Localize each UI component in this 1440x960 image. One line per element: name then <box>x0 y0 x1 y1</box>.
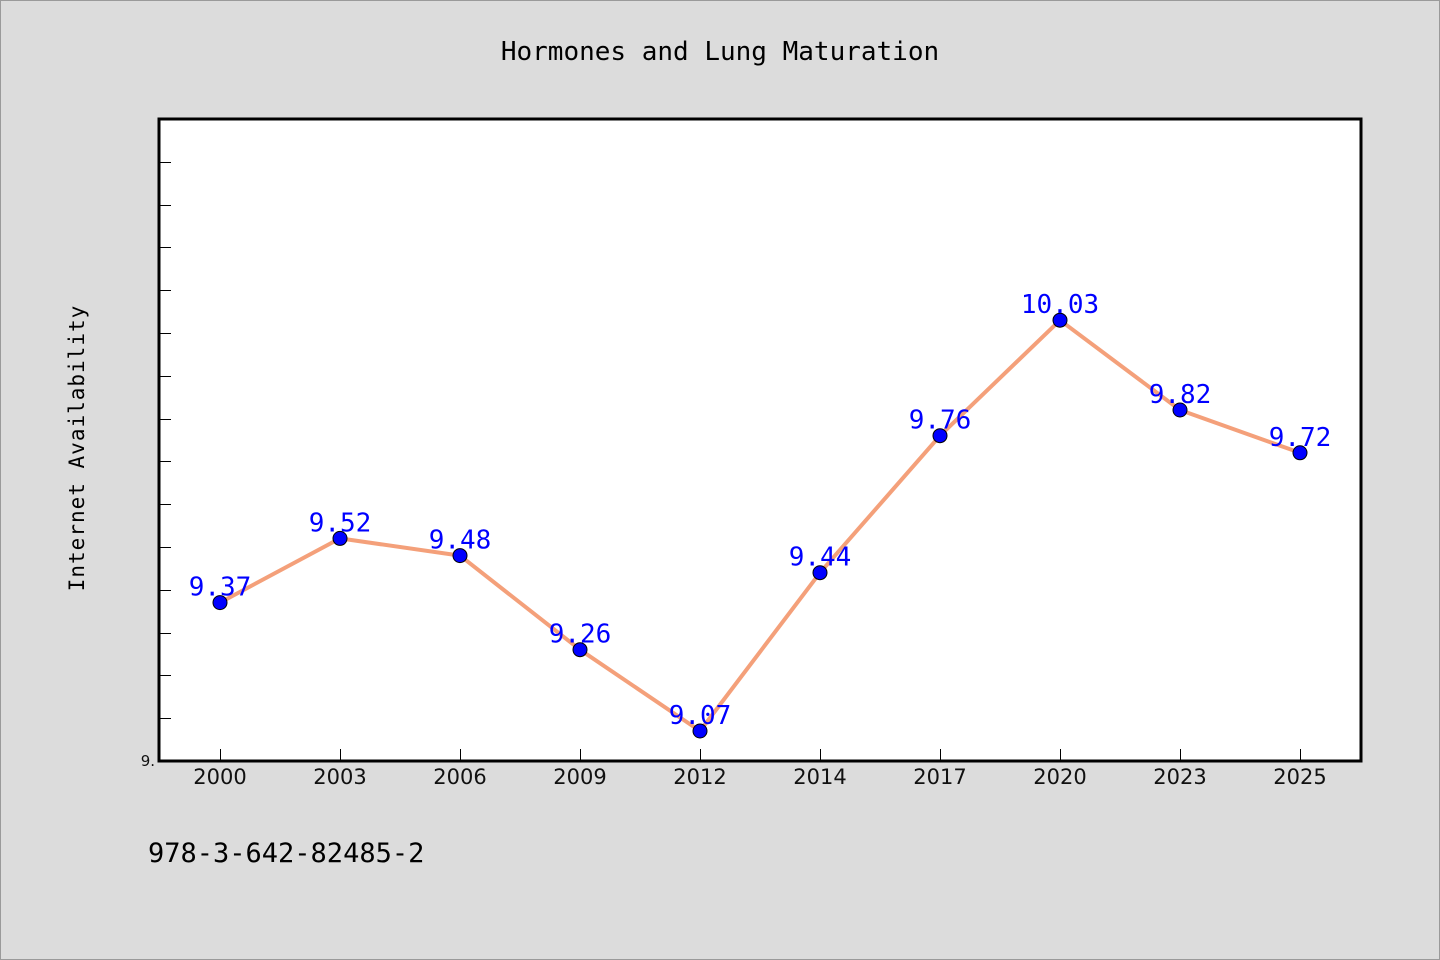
data-point <box>452 548 468 564</box>
x-tick-label: 2017 <box>913 765 966 789</box>
data-label: 9.48 <box>429 526 492 556</box>
x-tick-label: 2000 <box>193 765 246 789</box>
x-tick-label: 2020 <box>1033 765 1086 789</box>
data-label: 9.44 <box>789 543 852 573</box>
data-point <box>812 565 828 581</box>
chart-title: Hormones and Lung Maturation <box>501 37 939 67</box>
data-point <box>1172 402 1188 418</box>
y-axis-label: Internet Availability <box>65 305 89 592</box>
data-labels: 9.37 9.52 9.48 9.26 9.07 9.44 9.76 10.03 9.82 9.7… <box>189 290 1332 731</box>
data-label: 9.07 <box>669 701 732 731</box>
series-line <box>219 318 1301 733</box>
data-label: 9.26 <box>549 620 612 650</box>
data-point <box>1292 445 1308 461</box>
plot-area <box>157 117 1363 763</box>
x-tick-label: 2009 <box>553 765 606 789</box>
data-point <box>932 428 948 444</box>
data-point <box>212 595 228 611</box>
x-tick-label: 2012 <box>673 765 726 789</box>
data-markers <box>212 312 1308 739</box>
series-line-group <box>219 318 1301 733</box>
y-tick-label: 9. <box>141 752 155 770</box>
data-label: 10.03 <box>1021 290 1099 320</box>
isbn-footer: 978-3-642-82485-2 <box>148 838 424 869</box>
data-label: 9.82 <box>1149 380 1212 410</box>
x-tick-label: 2006 <box>433 765 486 789</box>
data-point <box>692 723 708 739</box>
data-label: 9.76 <box>909 406 972 436</box>
x-tick-label: 2014 <box>793 765 846 789</box>
y-axis-ticks: 9. <box>141 119 171 770</box>
x-tick-label: 2003 <box>313 765 366 789</box>
data-label: 9.52 <box>309 508 372 538</box>
data-point <box>1052 312 1068 328</box>
x-tick-label: 2023 <box>1153 765 1206 789</box>
data-point <box>332 530 348 546</box>
x-axis-ticks: 2000 2003 2006 2009 2012 2014 2017 2020 2023 2025 <box>193 749 1327 789</box>
data-label: 9.72 <box>1269 423 1332 453</box>
data-point <box>572 642 588 658</box>
x-tick-label: 2025 <box>1273 765 1326 789</box>
data-label: 9.37 <box>189 573 252 603</box>
